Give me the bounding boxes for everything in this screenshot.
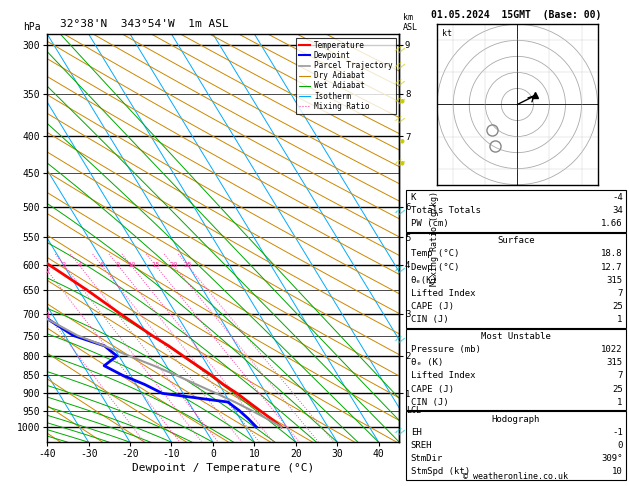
Text: 32°38'N  343°54'W  1m ASL: 32°38'N 343°54'W 1m ASL bbox=[60, 19, 228, 29]
Text: Totals Totals: Totals Totals bbox=[411, 206, 481, 215]
Text: 20: 20 bbox=[169, 262, 178, 268]
Text: Lifted Index: Lifted Index bbox=[411, 371, 476, 381]
Text: //: // bbox=[393, 334, 406, 347]
Text: 10: 10 bbox=[127, 262, 135, 268]
Text: 15: 15 bbox=[152, 262, 160, 268]
Text: 3: 3 bbox=[62, 262, 66, 268]
Text: 18.8: 18.8 bbox=[601, 249, 623, 259]
Text: //: // bbox=[393, 425, 406, 438]
Text: Pressure (mb): Pressure (mb) bbox=[411, 345, 481, 354]
Text: CIN (J): CIN (J) bbox=[411, 398, 448, 407]
Text: 315: 315 bbox=[606, 276, 623, 285]
Text: ●: ● bbox=[400, 139, 405, 143]
Text: kt: kt bbox=[442, 29, 452, 38]
Text: 1: 1 bbox=[617, 398, 623, 407]
Text: hPa: hPa bbox=[23, 21, 41, 32]
X-axis label: Dewpoint / Temperature (°C): Dewpoint / Temperature (°C) bbox=[132, 463, 314, 473]
Text: 12.7: 12.7 bbox=[601, 262, 623, 272]
Text: CAPE (J): CAPE (J) bbox=[411, 302, 454, 311]
Text: km
ASL: km ASL bbox=[403, 13, 418, 32]
Text: LCL: LCL bbox=[406, 406, 421, 415]
Text: Lifted Index: Lifted Index bbox=[411, 289, 476, 298]
Text: θₑ(K): θₑ(K) bbox=[411, 276, 438, 285]
Text: 1: 1 bbox=[617, 315, 623, 324]
Text: 1: 1 bbox=[45, 312, 49, 318]
Text: SREH: SREH bbox=[411, 441, 432, 450]
Text: //: // bbox=[393, 156, 406, 169]
Text: 25: 25 bbox=[612, 384, 623, 394]
Text: StmDir: StmDir bbox=[411, 454, 443, 463]
Text: 25: 25 bbox=[184, 262, 192, 268]
Text: Most Unstable: Most Unstable bbox=[481, 332, 551, 341]
Text: EH: EH bbox=[411, 428, 421, 437]
Text: //: // bbox=[393, 263, 406, 276]
Text: CIN (J): CIN (J) bbox=[411, 315, 448, 324]
Text: K: K bbox=[411, 193, 416, 202]
Text: 0: 0 bbox=[617, 441, 623, 450]
Text: Surface: Surface bbox=[497, 236, 535, 245]
Text: 309°: 309° bbox=[601, 454, 623, 463]
Text: 1022: 1022 bbox=[601, 345, 623, 354]
Text: Mixing Ratio (g/kg): Mixing Ratio (g/kg) bbox=[430, 191, 438, 286]
Text: Hodograph: Hodograph bbox=[492, 415, 540, 424]
Text: 4: 4 bbox=[77, 262, 82, 268]
Text: //: // bbox=[393, 114, 406, 127]
Text: 7: 7 bbox=[617, 289, 623, 298]
Text: 7: 7 bbox=[617, 371, 623, 381]
Text: //: // bbox=[393, 95, 406, 107]
Text: 34: 34 bbox=[612, 206, 623, 215]
Legend: Temperature, Dewpoint, Parcel Trajectory, Dry Adiabat, Wet Adiabat, Isotherm, Mi: Temperature, Dewpoint, Parcel Trajectory… bbox=[296, 38, 396, 114]
Text: //: // bbox=[393, 76, 406, 89]
Text: -1: -1 bbox=[612, 428, 623, 437]
Text: CAPE (J): CAPE (J) bbox=[411, 384, 454, 394]
Text: ●: ● bbox=[400, 160, 405, 165]
Text: //: // bbox=[393, 43, 406, 56]
Text: 8: 8 bbox=[116, 262, 120, 268]
Text: -4: -4 bbox=[612, 193, 623, 202]
Text: 25: 25 bbox=[612, 302, 623, 311]
Text: 10: 10 bbox=[612, 467, 623, 476]
Text: 315: 315 bbox=[606, 358, 623, 367]
Text: ●: ● bbox=[400, 99, 405, 104]
Text: 01.05.2024  15GMT  (Base: 00): 01.05.2024 15GMT (Base: 00) bbox=[431, 10, 601, 20]
Text: StmSpd (kt): StmSpd (kt) bbox=[411, 467, 470, 476]
Text: 2: 2 bbox=[45, 268, 50, 274]
Text: Temp (°C): Temp (°C) bbox=[411, 249, 459, 259]
Text: 6: 6 bbox=[99, 262, 104, 268]
Text: //: // bbox=[393, 205, 406, 218]
Text: PW (cm): PW (cm) bbox=[411, 219, 448, 228]
Text: Dewp (°C): Dewp (°C) bbox=[411, 262, 459, 272]
Text: © weatheronline.co.uk: © weatheronline.co.uk bbox=[464, 472, 568, 481]
Text: //: // bbox=[393, 59, 406, 72]
Text: 1.66: 1.66 bbox=[601, 219, 623, 228]
Text: θₑ (K): θₑ (K) bbox=[411, 358, 443, 367]
